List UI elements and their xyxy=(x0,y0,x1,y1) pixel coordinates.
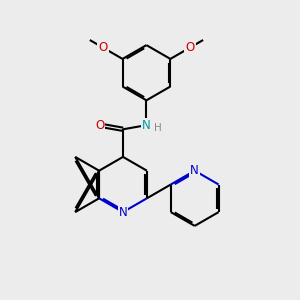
Text: O: O xyxy=(185,41,195,54)
Text: H: H xyxy=(154,123,162,133)
Text: N: N xyxy=(190,164,199,177)
Text: N: N xyxy=(142,119,151,132)
Text: O: O xyxy=(95,119,104,132)
Text: N: N xyxy=(118,206,127,219)
Text: O: O xyxy=(98,41,108,54)
